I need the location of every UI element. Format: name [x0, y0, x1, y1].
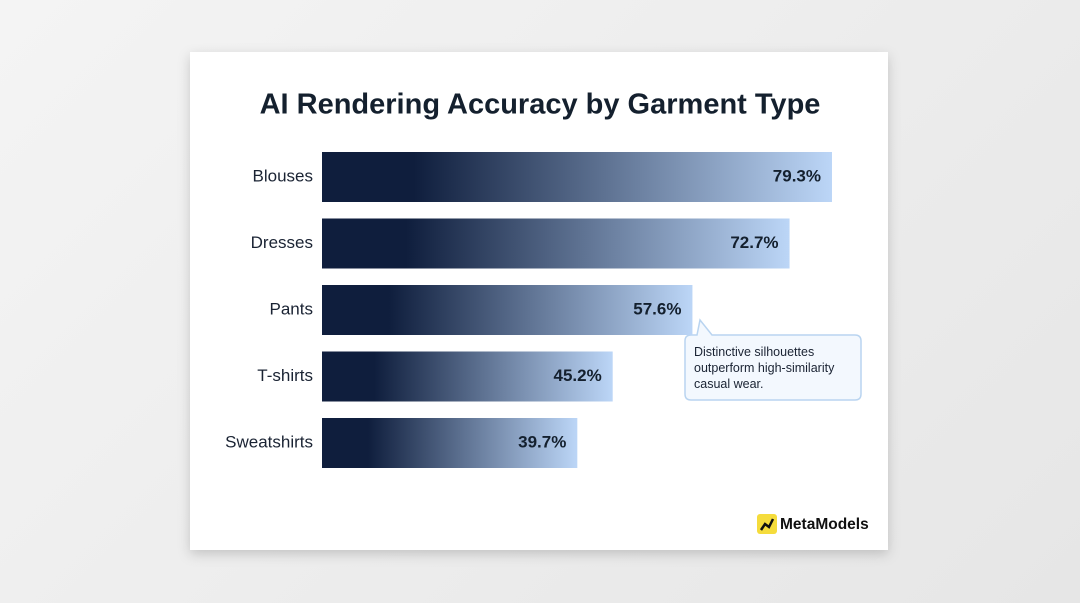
category-label: Blouses — [253, 166, 313, 185]
annotation: Distinctive silhouettes outperform high-… — [694, 345, 835, 391]
value-label: 39.7% — [518, 432, 566, 451]
value-label: 45.2% — [553, 366, 601, 385]
value-label: 72.7% — [730, 233, 778, 252]
callout — [684, 318, 862, 401]
logo-mark — [759, 518, 775, 531]
category-label: Pants — [270, 299, 313, 318]
bar — [322, 351, 613, 402]
brand: MetaModels — [780, 516, 869, 533]
category-label: Dresses — [251, 233, 313, 252]
bar — [322, 218, 790, 269]
bar — [322, 418, 578, 468]
value-label: 57.6% — [633, 299, 681, 318]
value-label: 79.3% — [773, 166, 821, 185]
category-label: T-shirts — [257, 366, 313, 385]
bar — [322, 285, 693, 335]
bar — [322, 152, 832, 202]
chart-title: AI Rendering Accuracy by Garment Type — [260, 89, 821, 121]
category-label: Sweatshirts — [225, 432, 313, 451]
